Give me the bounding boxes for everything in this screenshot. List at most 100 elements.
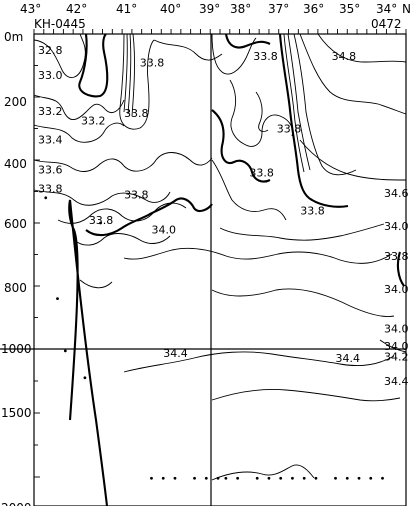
contour-line (57, 202, 187, 224)
contour-line (33, 152, 213, 172)
contour-line (131, 33, 135, 117)
lat-unit-label: N (402, 2, 411, 16)
depth-tick-1500: 1500 (1, 406, 32, 420)
depth-tick-800: 800 (4, 281, 27, 295)
sample-point (99, 221, 102, 225)
contour-line (211, 33, 257, 75)
contour-line (33, 94, 125, 120)
sample-point (357, 476, 361, 480)
lat-tick-36: 36° (303, 2, 324, 16)
sample-point (44, 196, 48, 200)
contour-line (211, 389, 401, 402)
contour-label: 33.8 (277, 123, 302, 136)
contour-bold-line (85, 197, 213, 237)
contour-line (127, 33, 132, 115)
lat-tick-43: 43° (20, 2, 41, 16)
sample-point (314, 476, 318, 480)
contour-label: 33.8 (140, 56, 165, 69)
contour-label: 34.0 (384, 340, 409, 353)
sample-point (216, 476, 220, 480)
contour-label: 34.6 (384, 187, 409, 200)
contour-line (229, 79, 293, 147)
station-label-left: KH-0445 (34, 17, 86, 31)
contour-line (123, 351, 395, 373)
plot-frame (33, 33, 407, 506)
sample-points (44, 196, 384, 480)
contour-label: 33.8 (38, 182, 63, 195)
contour-line (33, 33, 86, 78)
contour-label: 34.0 (151, 223, 176, 236)
contour-label: 33.8 (89, 214, 114, 227)
contour-label: 33.8 (384, 250, 409, 263)
contour-bold-line (396, 251, 405, 287)
contour-bold-line (224, 33, 271, 49)
contour-line (293, 33, 357, 176)
depth-tick-0: 0m (4, 30, 23, 44)
sample-point (381, 476, 384, 480)
sample-point (224, 476, 228, 480)
contour-label: 33.8 (253, 50, 278, 63)
lat-tick-38: 38° (230, 2, 251, 16)
contour-label: 33.2 (81, 115, 106, 128)
contour-label: 34.0 (384, 323, 409, 336)
depth-tick-200: 200 (4, 95, 27, 109)
depth-tick-400: 400 (4, 157, 27, 171)
sample-point (150, 476, 153, 480)
contour-label: 34.4 (336, 352, 361, 365)
lat-tick-35: 35° (339, 2, 360, 16)
contour-line (299, 139, 407, 181)
salinity-contours (33, 33, 407, 481)
contour-label: 33.8 (124, 189, 149, 202)
lat-tick-41: 41° (116, 2, 137, 16)
depth-tick-labels: 0m 200 400 600 800 1000 1500 2000 (1, 30, 32, 506)
contour-label: 34.4 (384, 375, 409, 388)
lat-tick-40: 40° (160, 2, 181, 16)
sample-point (302, 476, 306, 480)
lat-tick-34: 34° (376, 2, 397, 16)
contour-line (33, 189, 171, 206)
sample-point (255, 476, 259, 480)
sample-point (369, 476, 373, 480)
lat-tick-37: 37° (268, 2, 289, 16)
sample-point (193, 476, 196, 480)
contour-label: 32.8 (38, 44, 63, 57)
contour-line (283, 33, 305, 173)
contour-line (299, 33, 407, 115)
sample-point (236, 476, 240, 480)
contour-line (119, 33, 155, 130)
sample-point (83, 376, 87, 380)
depth-tick-600: 600 (4, 217, 27, 231)
contour-line (379, 339, 407, 353)
contour-label: 33.8 (300, 204, 325, 217)
lat-tick-42: 42° (66, 2, 87, 16)
sample-point (291, 476, 294, 480)
latitude-tick-labels: 43° 42° 41° 40° 39° 38° 37° 36° 35° 34° … (20, 2, 411, 16)
contour-line (211, 288, 395, 317)
contour-line (33, 122, 125, 143)
sample-point (161, 476, 165, 480)
contour-line (255, 91, 269, 133)
lat-tick-39: 39° (199, 2, 220, 16)
contour-bold-line (78, 33, 109, 98)
contour-label: 34.4 (163, 347, 188, 360)
seafloor-line (68, 199, 109, 506)
sample-point (279, 476, 283, 480)
sample-point (204, 476, 208, 480)
contour-label: 33.6 (38, 163, 63, 176)
contour-line (211, 159, 287, 221)
contour-label: 34.0 (384, 283, 409, 296)
contour-line (287, 33, 311, 171)
contour-line (211, 464, 315, 481)
contour-label: 34.0 (384, 220, 409, 233)
contour-bold-line (278, 33, 349, 208)
contour-line (73, 233, 171, 246)
depth-tick-2000: 2000 (1, 501, 32, 506)
contour-label: 33.4 (38, 134, 63, 147)
contour-label: 33.8 (249, 167, 273, 180)
sample-point (267, 476, 271, 480)
sample-point (334, 476, 337, 480)
sample-point (173, 476, 177, 480)
contour-line (79, 279, 113, 289)
sample-point (345, 476, 349, 480)
